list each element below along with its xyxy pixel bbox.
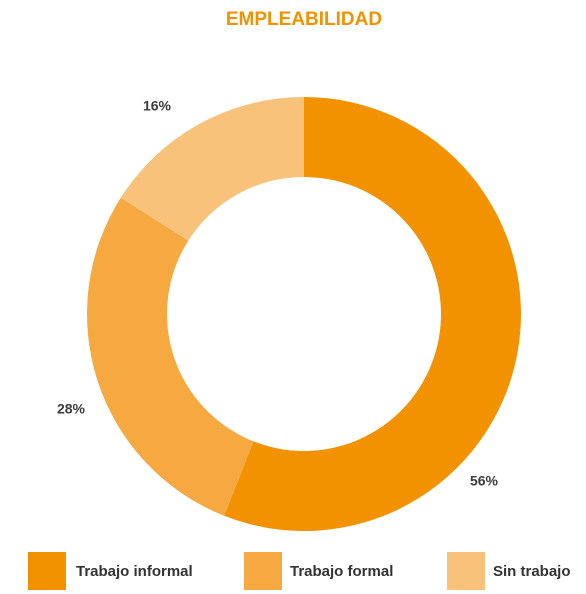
legend-label: Trabajo informal: [76, 563, 193, 580]
chart-title: EMPLEABILIDAD: [226, 9, 382, 30]
value-label: 16%: [143, 98, 172, 114]
donut-segment: [224, 97, 521, 531]
legend-label: Trabajo formal: [290, 563, 393, 580]
legend-swatch: [244, 552, 282, 590]
value-label: 56%: [470, 473, 499, 489]
donut-segment: [120, 97, 304, 241]
donut-segment: [87, 197, 254, 516]
legend-swatch: [28, 552, 66, 590]
legend-swatch: [447, 552, 485, 590]
legend-label: Sin trabajo: [493, 563, 571, 580]
value-label: 28%: [57, 401, 86, 417]
